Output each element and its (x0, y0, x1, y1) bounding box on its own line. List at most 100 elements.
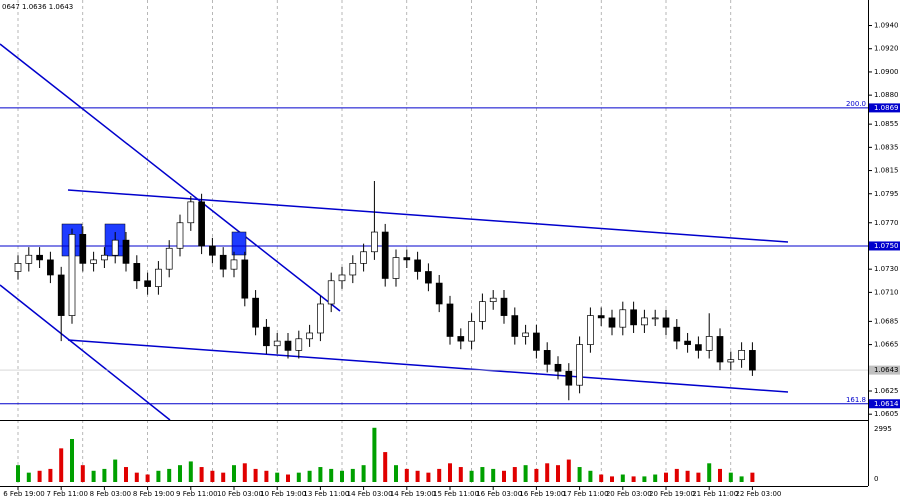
volume-bar (750, 472, 755, 482)
volume-bar (350, 468, 355, 482)
candle-body (371, 231, 378, 253)
volume-bar (16, 465, 20, 482)
volume-bar (178, 465, 182, 482)
candle-body (327, 280, 335, 305)
volume-bar (307, 470, 312, 482)
volume-bar (566, 459, 571, 482)
volume-bar (70, 438, 74, 482)
x-tick-label: 15 Feb 11:00 (433, 490, 479, 498)
y-tick-label: 1.0940 (874, 22, 899, 30)
volume-bar (394, 465, 398, 482)
candle-body (587, 315, 594, 345)
volume-bar (685, 470, 690, 482)
candle-body (79, 234, 87, 264)
volume-bar (707, 463, 712, 482)
volume-bar (491, 468, 496, 482)
y-tick-label: 1.0665 (874, 341, 899, 349)
level-name: 200.0 (846, 100, 866, 108)
candle-body (68, 234, 76, 316)
candle-body (565, 370, 573, 386)
volume-bar (318, 467, 323, 482)
candle-body (446, 303, 454, 337)
candle-body (338, 274, 346, 282)
candle-body (273, 340, 281, 347)
volume-bar (264, 470, 269, 482)
x-tick-label: 6 Feb 19:00 (3, 490, 44, 498)
candle-body (241, 259, 249, 299)
candle-body (457, 336, 465, 342)
x-tick-label: 16 Feb 03:00 (476, 490, 522, 498)
x-tick-label: 21 Feb 11:00 (692, 490, 738, 498)
candle-body (511, 315, 519, 337)
y-tick-label: 1.0605 (874, 410, 899, 418)
candle-body (295, 338, 303, 351)
candle-body (263, 326, 270, 347)
volume-bar (610, 476, 614, 482)
level-tag: 1.0614 (874, 400, 899, 408)
candle-body (25, 254, 33, 264)
candle-body (695, 344, 702, 351)
volume-bar (124, 467, 128, 482)
volume-bar (167, 468, 172, 482)
volume-bar (674, 468, 679, 482)
candle-body (533, 332, 540, 351)
volume-bar (275, 472, 280, 482)
marker-box (231, 231, 247, 256)
volume-bar (577, 467, 582, 482)
volume-bar (545, 463, 550, 482)
candle-body (705, 336, 713, 351)
volume-bar (221, 472, 226, 482)
candle-body (403, 257, 411, 261)
y-tick-label: 1.0815 (874, 167, 899, 175)
candle-body (543, 350, 551, 365)
volume-bar (523, 465, 528, 482)
x-tick-label: 16 Feb 19:00 (519, 490, 565, 498)
volume-bar (437, 468, 442, 482)
candle-body (57, 274, 65, 316)
candle-body (133, 263, 141, 282)
x-tick-label: 14 Feb 03:00 (347, 490, 393, 498)
x-tick-label: 7 Feb 11:00 (46, 490, 87, 498)
candle-body (198, 201, 205, 247)
candle-body (749, 350, 756, 371)
volume-bar (480, 467, 485, 482)
candle-body (684, 340, 691, 345)
volume-bar (448, 463, 452, 482)
volume-bar (59, 448, 64, 482)
drawings (0, 43, 789, 421)
level-tag-bg (869, 241, 900, 251)
volume-bar (512, 467, 517, 482)
y-tick-label: 1.0770 (874, 219, 899, 227)
volume-bar (188, 461, 193, 482)
volume-bar (210, 470, 215, 482)
channel-bottom (67, 339, 789, 393)
candle-body (651, 317, 659, 320)
volume-bar (653, 474, 658, 482)
level-tag-bg (869, 399, 900, 409)
x-tick-label: 8 Feb 03:00 (90, 490, 131, 498)
header: 0647 1.0636 1.0643 (2, 3, 73, 11)
candle-body (111, 239, 119, 256)
volume-bar (329, 468, 334, 482)
x-tick-label: 9 Feb 11:00 (176, 490, 217, 498)
candle-body (284, 340, 292, 351)
volume-bar (134, 472, 139, 482)
y-tick-label: 1.0710 (874, 288, 899, 296)
candle-body (468, 321, 475, 342)
volume-bar (156, 470, 161, 482)
volume-bar (91, 470, 96, 482)
x-tick-label: 8 Feb 19:00 (133, 490, 174, 498)
volume-bar (242, 463, 247, 482)
volume-bar (48, 468, 53, 482)
volume-bar (631, 476, 636, 482)
candle-body (738, 350, 745, 361)
candle-body (576, 344, 583, 386)
volume-bar (696, 472, 701, 482)
candle-body (381, 231, 389, 279)
volume-bar (113, 459, 118, 482)
volume-bar (404, 468, 409, 482)
candle-body (306, 332, 313, 340)
volume-bar (37, 470, 42, 482)
